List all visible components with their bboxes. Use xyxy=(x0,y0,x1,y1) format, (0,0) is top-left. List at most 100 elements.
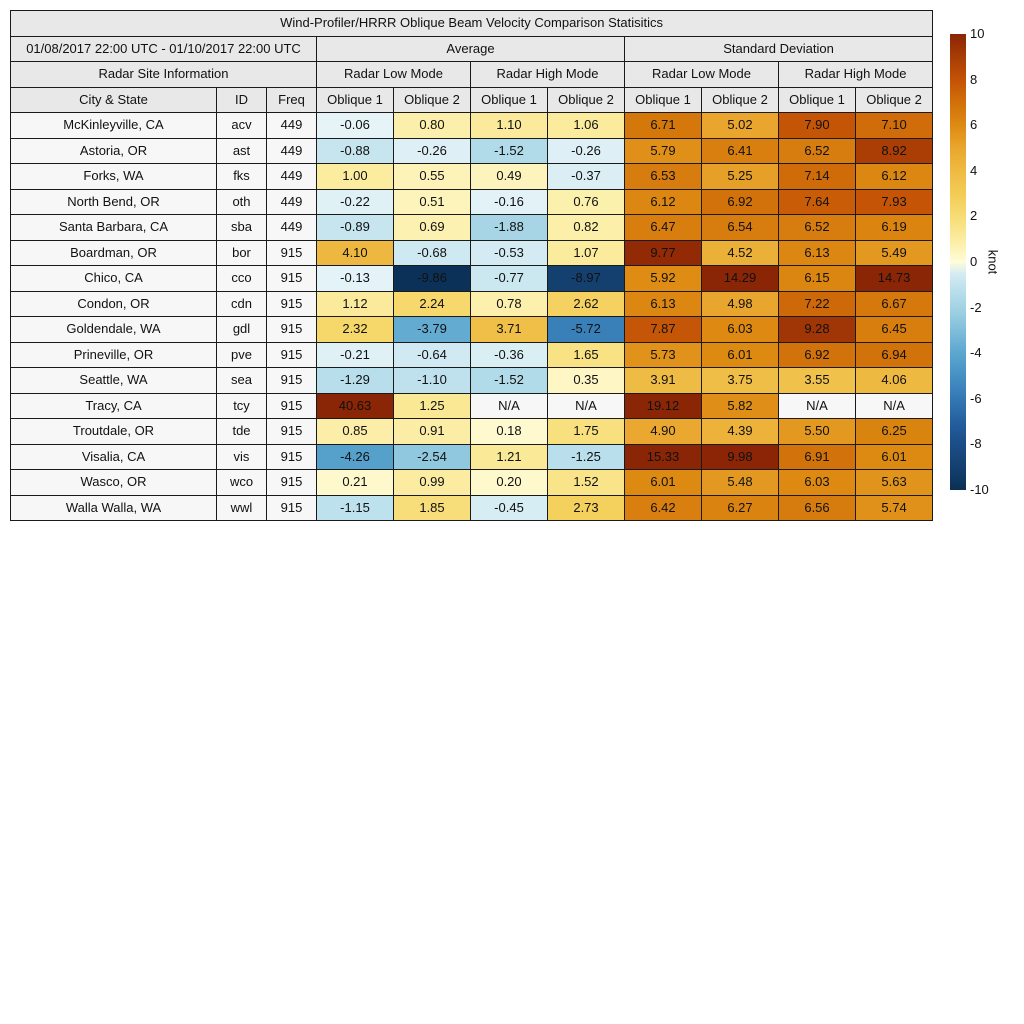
table-title: Wind-Profiler/HRRR Oblique Beam Velocity… xyxy=(9,10,934,37)
value-cell: 6.94 xyxy=(854,341,934,368)
value-cell: 5.74 xyxy=(854,494,934,521)
table-row: Seattle, WA sea 915 -1.29 -1.10 -1.52 0.35 3.91… xyxy=(10,367,934,394)
value-cell: 7.64 xyxy=(778,188,856,215)
value-cell: 6.25 xyxy=(854,418,934,445)
value-cell: 1.07 xyxy=(547,239,625,266)
sd-high-mode-header: Radar High Mode xyxy=(777,61,934,88)
city-cell: Tracy, CA xyxy=(10,392,217,419)
value-cell: 4.90 xyxy=(624,418,702,445)
table-row: Boardman, OR bor 915 4.10 -0.68 -0.53 1.07 9.77… xyxy=(10,239,934,266)
value-cell: 4.52 xyxy=(701,239,779,266)
value-cell: 9.77 xyxy=(624,239,702,266)
id-cell: cdn xyxy=(216,290,267,317)
title-row: Wind-Profiler/HRRR Oblique Beam Velocity… xyxy=(9,10,934,37)
value-cell: 0.51 xyxy=(393,188,471,215)
value-cell: 0.76 xyxy=(547,188,625,215)
city-cell: Visalia, CA xyxy=(10,443,217,470)
freq-cell: 449 xyxy=(266,214,317,241)
value-cell: 6.41 xyxy=(701,137,779,164)
freq-cell: 915 xyxy=(266,418,317,445)
value-cell: 0.80 xyxy=(393,112,471,139)
city-cell: Boardman, OR xyxy=(10,239,217,266)
value-cell: 6.01 xyxy=(624,469,702,496)
id-cell: tcy xyxy=(216,392,267,419)
city-cell: Condon, OR xyxy=(10,290,217,317)
colorbar-tick-label: 2 xyxy=(970,208,978,224)
table-row: Troutdale, OR tde 915 0.85 0.91 0.18 1.75 4.90 4… xyxy=(10,418,934,445)
value-cell: -0.68 xyxy=(393,239,471,266)
value-cell: 14.29 xyxy=(701,265,779,292)
freq-cell: 915 xyxy=(266,265,317,292)
value-cell: -1.15 xyxy=(316,494,394,521)
value-cell: 6.12 xyxy=(854,163,934,190)
value-cell: 5.25 xyxy=(701,163,779,190)
value-cell: 0.20 xyxy=(470,469,548,496)
id-cell: bor xyxy=(216,239,267,266)
freq-cell: 915 xyxy=(266,392,317,419)
colorbar-tick-label: -2 xyxy=(970,299,982,315)
value-cell: 1.85 xyxy=(393,494,471,521)
value-cell: 2.24 xyxy=(393,290,471,317)
colorbar-tick-label: 4 xyxy=(970,162,978,178)
city-cell: Wasco, OR xyxy=(10,469,217,496)
colorbar-tick-label: -6 xyxy=(970,390,982,406)
value-cell: 0.69 xyxy=(393,214,471,241)
city-cell: North Bend, OR xyxy=(10,188,217,215)
table-row: Condon, OR cdn 915 1.12 2.24 0.78 2.62 6.13 4.98… xyxy=(10,290,934,317)
value-cell: 4.98 xyxy=(701,290,779,317)
value-cell: 2.32 xyxy=(316,316,394,343)
id-cell: sea xyxy=(216,367,267,394)
value-cell: 9.98 xyxy=(701,443,779,470)
colorbar-tick-label: -10 xyxy=(970,482,989,497)
value-cell: 5.79 xyxy=(624,137,702,164)
value-cell: N/A xyxy=(778,392,856,419)
value-cell: -1.88 xyxy=(470,214,548,241)
value-cell: 7.14 xyxy=(778,163,856,190)
freq-cell: 915 xyxy=(266,469,317,496)
col-oblique2-header: Oblique 2 xyxy=(701,86,779,113)
colorbar-tick-label: -4 xyxy=(970,345,982,361)
value-cell: 6.91 xyxy=(778,443,856,470)
value-cell: -8.97 xyxy=(547,265,625,292)
city-cell: McKinleyville, CA xyxy=(10,112,217,139)
value-cell: 0.18 xyxy=(470,418,548,445)
column-header-row: City & State ID Freq Oblique 1 Oblique 2… xyxy=(10,86,934,113)
value-cell: -0.06 xyxy=(316,112,394,139)
value-cell: 4.10 xyxy=(316,239,394,266)
colorbar-tick-label: -8 xyxy=(970,436,982,452)
value-cell: 1.06 xyxy=(547,112,625,139)
freq-cell: 449 xyxy=(266,112,317,139)
value-cell: 1.75 xyxy=(547,418,625,445)
colorbar-tick-label: 8 xyxy=(970,71,978,87)
freq-cell: 915 xyxy=(266,316,317,343)
col-id-header: ID xyxy=(216,86,267,113)
col-oblique2-header: Oblique 2 xyxy=(547,86,625,113)
sd-low-mode-header: Radar Low Mode xyxy=(624,61,779,88)
city-cell: Astoria, OR xyxy=(10,137,217,164)
value-cell: 6.01 xyxy=(854,443,934,470)
value-cell: 6.13 xyxy=(778,239,856,266)
city-cell: Santa Barbara, CA xyxy=(10,214,217,241)
freq-cell: 915 xyxy=(266,494,317,521)
value-cell: 5.73 xyxy=(624,341,702,368)
value-cell: -0.77 xyxy=(470,265,548,292)
value-cell: N/A xyxy=(470,392,548,419)
value-cell: 0.78 xyxy=(470,290,548,317)
colorbar-tick-label: 0 xyxy=(970,254,978,269)
value-cell: 0.91 xyxy=(393,418,471,445)
freq-cell: 449 xyxy=(266,163,317,190)
value-cell: 0.85 xyxy=(316,418,394,445)
value-cell: 6.92 xyxy=(701,188,779,215)
value-cell: N/A xyxy=(547,392,625,419)
value-cell: 6.03 xyxy=(701,316,779,343)
section-row: 01/08/2017 22:00 UTC - 01/10/2017 22:00 … xyxy=(10,35,934,62)
value-cell: 6.56 xyxy=(778,494,856,521)
value-cell: 3.91 xyxy=(624,367,702,394)
value-cell: 7.22 xyxy=(778,290,856,317)
freq-cell: 915 xyxy=(266,341,317,368)
col-oblique1-header: Oblique 1 xyxy=(470,86,548,113)
value-cell: 6.12 xyxy=(624,188,702,215)
value-cell: -0.16 xyxy=(470,188,548,215)
table-row: Goldendale, WA gdl 915 2.32 -3.79 3.71 -5.72 7.… xyxy=(10,316,934,343)
value-cell: 1.65 xyxy=(547,341,625,368)
